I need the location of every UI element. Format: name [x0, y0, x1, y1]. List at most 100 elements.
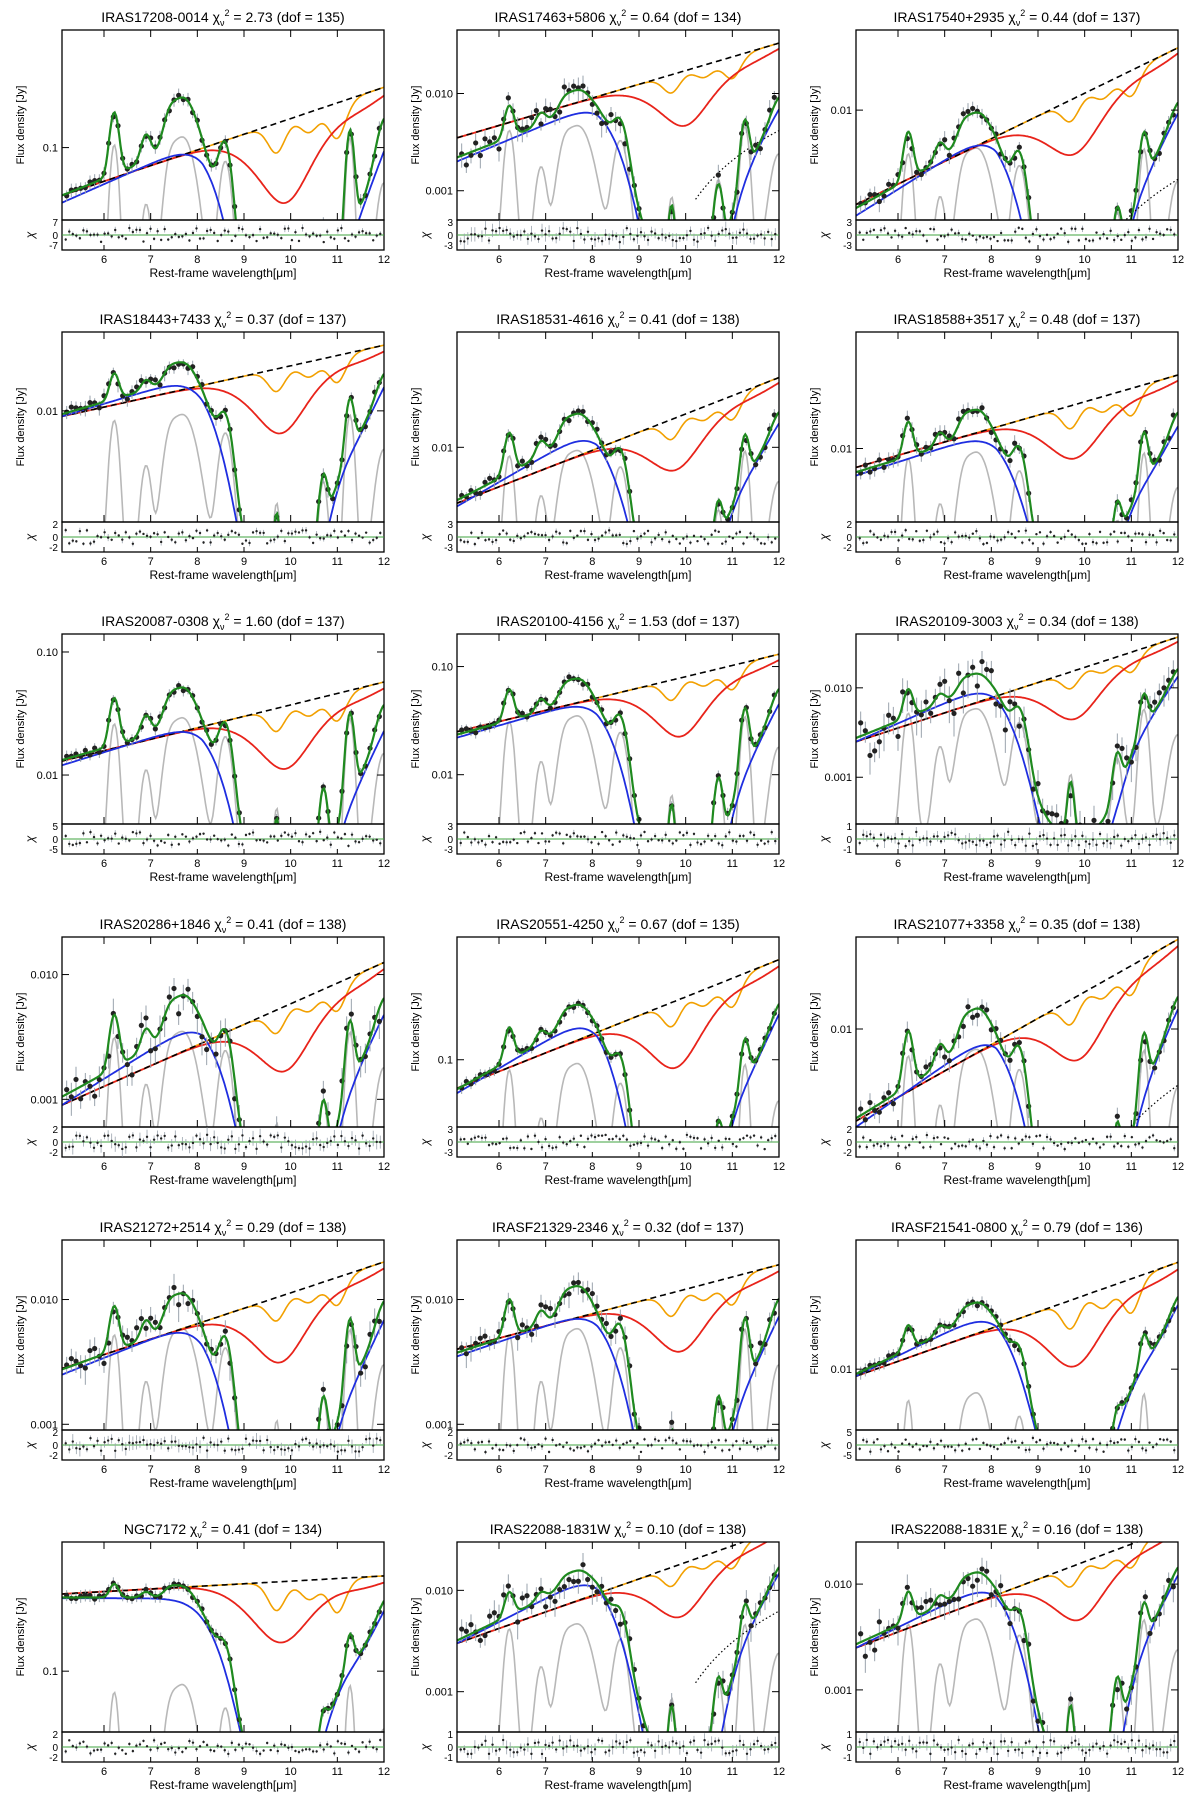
residual-point [608, 839, 610, 841]
residual-point [1003, 839, 1005, 841]
residual-point [89, 1437, 91, 1439]
residual-point [1120, 532, 1122, 534]
residual-point [484, 1136, 486, 1138]
residual-point [594, 238, 596, 240]
residual-point [968, 232, 970, 234]
residual-axis-label: χ [23, 533, 37, 541]
residual-point [114, 229, 116, 231]
residual-point [548, 1145, 550, 1147]
plot-frame [457, 634, 779, 824]
residual-point [520, 1139, 522, 1141]
residual-point [972, 234, 974, 236]
residual-point [354, 236, 356, 238]
residual-tick-label: 5 [52, 822, 58, 833]
residual-point [1067, 530, 1069, 532]
residual-point [1046, 535, 1048, 537]
data-point [664, 1206, 669, 1211]
residual-point [330, 1443, 332, 1445]
residual-point [474, 233, 476, 235]
x-tick-label: 10 [1079, 1161, 1091, 1173]
x-tick-label: 9 [1035, 556, 1041, 568]
residual-point [376, 1437, 378, 1439]
residual-point [379, 1141, 381, 1143]
data-point [538, 1302, 543, 1307]
residual-point [213, 1444, 215, 1446]
residual-point [330, 236, 332, 238]
residual-point [926, 1134, 928, 1136]
data-point [69, 1356, 74, 1361]
pah-component-line [856, 148, 1178, 305]
y-tick-label: 0.1 [438, 1055, 453, 1067]
residual-point [1088, 843, 1090, 845]
x-tick-label: 8 [194, 254, 200, 266]
residual-point [1071, 839, 1073, 841]
residual-point [873, 837, 875, 839]
residual-point [280, 1146, 282, 1148]
panel-title: IRAS21077+3358 χν2 = 0.35 (dof = 138) [894, 915, 1141, 935]
residual-point [693, 1137, 695, 1139]
data-point [678, 1238, 683, 1243]
residual-point [1148, 844, 1150, 846]
residual-point [252, 831, 254, 833]
data-point [599, 121, 604, 126]
data-point [1115, 1114, 1120, 1119]
residual-point [520, 234, 522, 236]
residual-point [209, 1143, 211, 1145]
residual-point [351, 833, 353, 835]
data-point [1096, 581, 1101, 586]
x-tick-label: 7 [942, 254, 948, 266]
residual-point [650, 838, 652, 840]
residual-axis-label: χ [23, 1441, 37, 1449]
residual-point [86, 1136, 88, 1138]
residual-point [188, 239, 190, 241]
residual-point [1000, 1134, 1002, 1136]
data-point [881, 465, 886, 470]
residual-point [365, 1438, 367, 1440]
residual-axis-label: χ [817, 835, 831, 843]
attenuated-continuum-line [856, 1009, 1178, 1368]
data-point [580, 83, 585, 88]
residual-point [933, 228, 935, 230]
residual-point [689, 1136, 691, 1138]
residual-point [110, 1140, 112, 1142]
residual-point [647, 530, 649, 532]
residual-point [460, 1138, 462, 1140]
residual-point [626, 227, 628, 229]
residual-point [594, 539, 596, 541]
residual-point [351, 1445, 353, 1447]
x-tick-label: 11 [1126, 556, 1137, 568]
residual-point [100, 536, 102, 538]
residual-point [163, 531, 165, 533]
residual-point [107, 232, 109, 234]
panel-title: IRAS20109-3003 χν2 = 0.34 (dof = 138) [895, 612, 1138, 632]
residual-point [965, 238, 967, 240]
residual-point [505, 532, 507, 534]
data-point [92, 1346, 97, 1351]
data-point [650, 256, 655, 261]
x-tick-label: 9 [241, 1464, 247, 1476]
panel-title: IRAS18588+3517 χν2 = 0.48 (dof = 137) [894, 310, 1141, 330]
residual-point [337, 1144, 339, 1146]
residual-point [1081, 835, 1083, 837]
residual-point [1109, 533, 1111, 535]
residual-point [262, 237, 264, 239]
data-point [753, 462, 758, 467]
data-point [1087, 597, 1092, 602]
residual-point [679, 542, 681, 544]
data-point [863, 463, 868, 468]
data-point [302, 569, 307, 574]
residual-point [481, 1441, 483, 1443]
residual-point [481, 235, 483, 237]
residual-point [1145, 541, 1147, 543]
residual-point [950, 229, 952, 231]
residual-point [908, 840, 910, 842]
residual-point [580, 1135, 582, 1137]
data-point [543, 1304, 548, 1309]
residual-point [234, 1148, 236, 1150]
residual-point [1081, 543, 1083, 545]
residual-axis-label: χ [23, 835, 37, 843]
residual-point [548, 840, 550, 842]
residual-point [174, 1135, 176, 1137]
x-tick-label: 6 [496, 556, 502, 568]
intrinsic-continuum-dashed-line [457, 960, 779, 1089]
